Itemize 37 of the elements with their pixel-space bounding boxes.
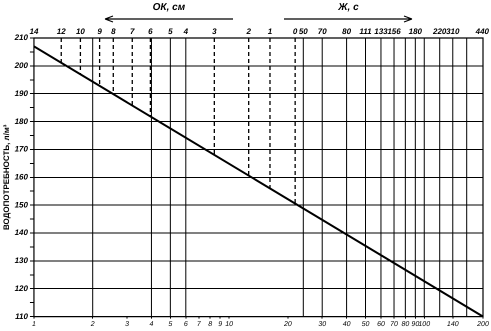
y-axis-title: ВОДОПОТРЕБНОСТЬ, л/м³ <box>2 124 12 230</box>
annotation: 80 <box>342 27 352 36</box>
annotation: 180 <box>408 27 423 36</box>
y-tick-label: 150 <box>14 200 28 210</box>
annotation: 10 <box>76 27 86 36</box>
y-tick-label: 110 <box>15 312 28 321</box>
y-tick-label: 180 <box>14 116 28 126</box>
annotation: 1 <box>268 27 273 36</box>
y-tick-label: 130 <box>14 256 28 266</box>
annotation: 2 <box>245 27 252 36</box>
annotation: 5 <box>168 27 174 36</box>
text: 14 <box>29 27 39 36</box>
y-tick-label: 120 <box>14 284 28 293</box>
annotation: 111 <box>359 27 372 36</box>
y-tick-label: 200 <box>14 61 28 70</box>
y-tick-label: 160 <box>14 172 28 182</box>
annotation: 7 <box>130 27 136 36</box>
annotation: 50 <box>298 27 308 36</box>
annotation: 220 <box>432 27 447 36</box>
annotation: 9 <box>97 27 102 36</box>
text: 440 <box>474 27 490 36</box>
annotation: 156 <box>387 27 402 36</box>
annotation: 8 <box>111 27 116 36</box>
annotation: 6 <box>148 27 154 36</box>
annotation: 70 <box>318 27 328 36</box>
annotation: 310 <box>446 27 460 36</box>
annotation: 3 <box>212 27 218 36</box>
y-tick-label: 140 <box>14 228 28 238</box>
y-tick-label: 210 <box>14 33 28 42</box>
y-tick-label: 170 <box>14 144 28 154</box>
annotation: 12 <box>56 27 66 36</box>
annotation: 0 <box>292 27 298 36</box>
annotation: 4 <box>182 27 189 36</box>
text: ОК, см <box>152 2 186 13</box>
text: Ж, с <box>338 2 359 13</box>
annotation: 133 <box>374 27 388 36</box>
y-tick-label: 190 <box>14 88 28 98</box>
